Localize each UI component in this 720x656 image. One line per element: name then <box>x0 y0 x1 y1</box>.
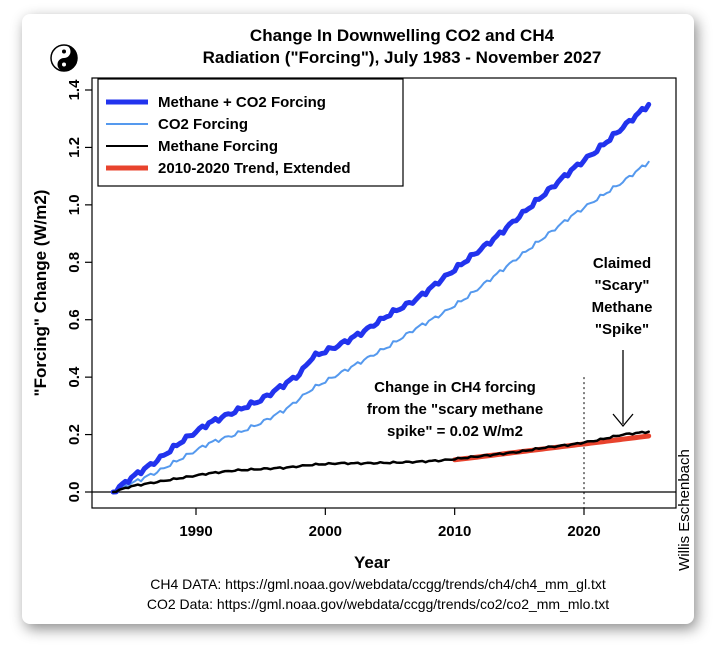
plot-frame <box>91 77 677 509</box>
y-axis: 0.0 0.2 0.4 0.6 0.8 1.0 1.2 1.4 <box>66 79 92 503</box>
x-tick-label: 2010 <box>438 523 471 540</box>
y-tick-label: 0.4 <box>66 366 83 388</box>
y-tick-label: 1.0 <box>66 194 83 215</box>
annotation-claimed-line-1: Claimed <box>593 255 651 272</box>
y-tick-label: 0.6 <box>66 309 83 330</box>
yin-yang-icon <box>50 44 78 72</box>
legend-label-methane-co2: Methane + CO2 Forcing <box>158 94 326 111</box>
x-tick-label: 1990 <box>179 523 212 540</box>
chart-title-line-2: Radiation ("Forcing"), July 1983 - Novem… <box>203 48 602 67</box>
annotation-claimed-line-3: Methane <box>592 299 653 316</box>
series-co2 <box>112 160 650 494</box>
series-methane <box>111 430 650 494</box>
chart-title-line-1: Change In Downwelling CO2 and CH4 <box>250 26 555 45</box>
legend-box <box>97 78 404 187</box>
y-tick-label: 1.2 <box>66 137 83 158</box>
y-tick-label: 0.2 <box>66 424 83 445</box>
y-tick-label: 1.4 <box>66 79 83 101</box>
x-tick-label: 2000 <box>309 523 342 540</box>
y-tick-label: 0.8 <box>66 252 83 273</box>
series-lines <box>110 101 652 495</box>
x-tick-label: 2020 <box>567 523 600 540</box>
y-tick-label: 0.0 <box>66 482 83 503</box>
annotation-change-line-2: from the "scary methane <box>367 401 543 418</box>
legend: Methane + CO2 Forcing CO2 Forcing Methan… <box>97 78 404 187</box>
source-line-co2: CO2 Data: https://gml.noaa.gov/webdata/c… <box>147 596 609 612</box>
annotation-change-line-3: spike" = 0.02 W/m2 <box>387 423 523 440</box>
series-methane-co2 <box>110 101 652 495</box>
annotation-claimed-line-4: "Spike" <box>595 321 649 338</box>
legend-label-methane: Methane Forcing <box>158 138 278 155</box>
legend-label-co2: CO2 Forcing <box>158 116 248 133</box>
y-axis-label: "Forcing" Change (W/m2) <box>31 190 50 397</box>
x-axis-label: Year <box>354 553 390 572</box>
annotation-change-line-1: Change in CH4 forcing <box>374 379 536 396</box>
annotation-arrow <box>612 350 634 428</box>
annotation-claimed-line-2: "Scary" <box>594 277 649 294</box>
author-credit: Willis Eschenbach <box>676 449 693 571</box>
source-line-ch4: CH4 DATA: https://gml.noaa.gov/webdata/c… <box>150 576 606 592</box>
legend-label-trend: 2010-2020 Trend, Extended <box>158 160 351 177</box>
x-axis: 1990 2000 2010 2020 <box>179 508 601 540</box>
